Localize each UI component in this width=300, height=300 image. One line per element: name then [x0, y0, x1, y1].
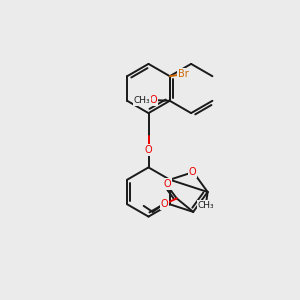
Text: O: O: [164, 179, 171, 189]
Text: O: O: [149, 95, 157, 105]
Text: O: O: [160, 200, 168, 209]
Text: CH₃: CH₃: [198, 201, 214, 210]
Text: O: O: [189, 167, 196, 177]
Text: Br: Br: [178, 69, 189, 79]
Text: CH₃: CH₃: [134, 96, 150, 105]
Text: O: O: [145, 145, 152, 155]
